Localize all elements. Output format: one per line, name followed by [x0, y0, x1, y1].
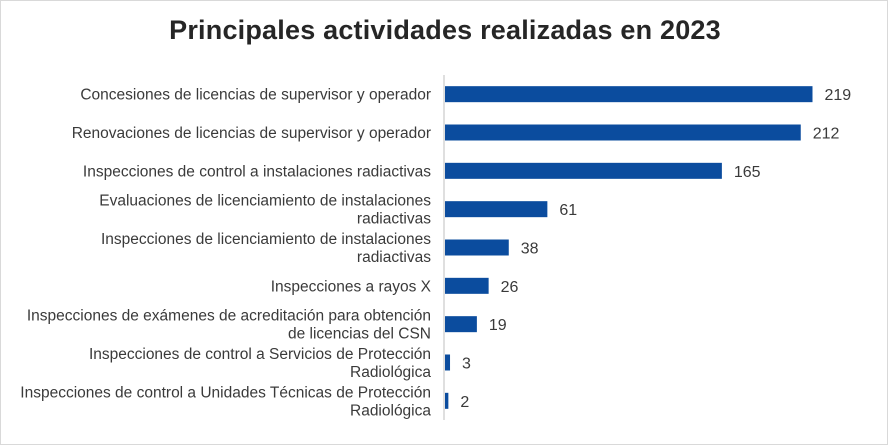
bar-5: [445, 239, 509, 256]
bar-8: [445, 354, 451, 371]
data-label-6: 26: [501, 279, 519, 296]
category-label-3: Inspecciones de control a instalaciones …: [83, 163, 431, 180]
bar-2: [445, 124, 801, 141]
bar-4: [445, 201, 548, 218]
category-label-2: Renovaciones de licencias de supervisor …: [72, 125, 431, 142]
data-label-1: 219: [825, 87, 852, 104]
data-label-7: 19: [489, 317, 507, 334]
bar-3: [445, 162, 722, 179]
bar-1: [445, 86, 813, 103]
data-label-4: 61: [559, 202, 577, 219]
chart-title: Principales actividades realizadas en 20…: [169, 15, 721, 45]
bar-9: [445, 392, 449, 409]
data-label-9: 2: [460, 394, 469, 411]
category-label-7: Inspecciones de exámenes de acreditación…: [27, 308, 431, 343]
category-label-4: Evaluaciones de licenciamiento de instal…: [99, 193, 431, 228]
category-label-5: Inspecciones de licenciamiento de instal…: [101, 231, 431, 266]
bar-6: [445, 277, 489, 294]
data-label-3: 165: [734, 164, 761, 181]
category-label-6: Inspecciones a rayos X: [271, 278, 432, 295]
category-label-1: Concesiones de licencias de supervisor y…: [80, 87, 431, 104]
data-label-2: 212: [813, 126, 840, 143]
category-label-8: Inspecciones de control a Servicios de P…: [89, 346, 431, 381]
category-label-9: Inspecciones de control a Unidades Técni…: [20, 384, 431, 419]
data-label-5: 38: [521, 241, 539, 258]
bar-7: [445, 316, 477, 333]
data-label-8: 3: [462, 356, 471, 373]
